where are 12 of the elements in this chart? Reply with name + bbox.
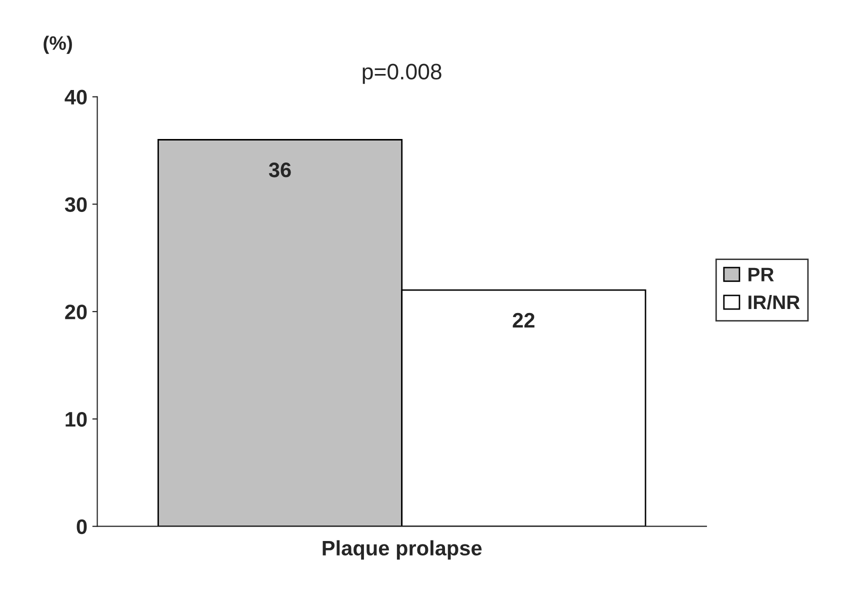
y-tick-label: 20 <box>65 304 87 320</box>
data-label: 36 <box>268 162 291 178</box>
y-tick-label: 0 <box>76 519 87 534</box>
text: p=0.008 <box>362 64 442 84</box>
data-label: 22 <box>512 312 534 328</box>
y-tick-label: 30 <box>64 197 87 212</box>
y-tick-label: 10 <box>66 412 87 427</box>
legend-label: IR/NR <box>748 294 800 310</box>
y-tick-label: 40 <box>64 90 87 105</box>
y-axis-title: (%) <box>44 36 72 54</box>
legend-label: PR <box>748 268 774 282</box>
x-tick-label: Plaque prolapse <box>322 540 482 560</box>
